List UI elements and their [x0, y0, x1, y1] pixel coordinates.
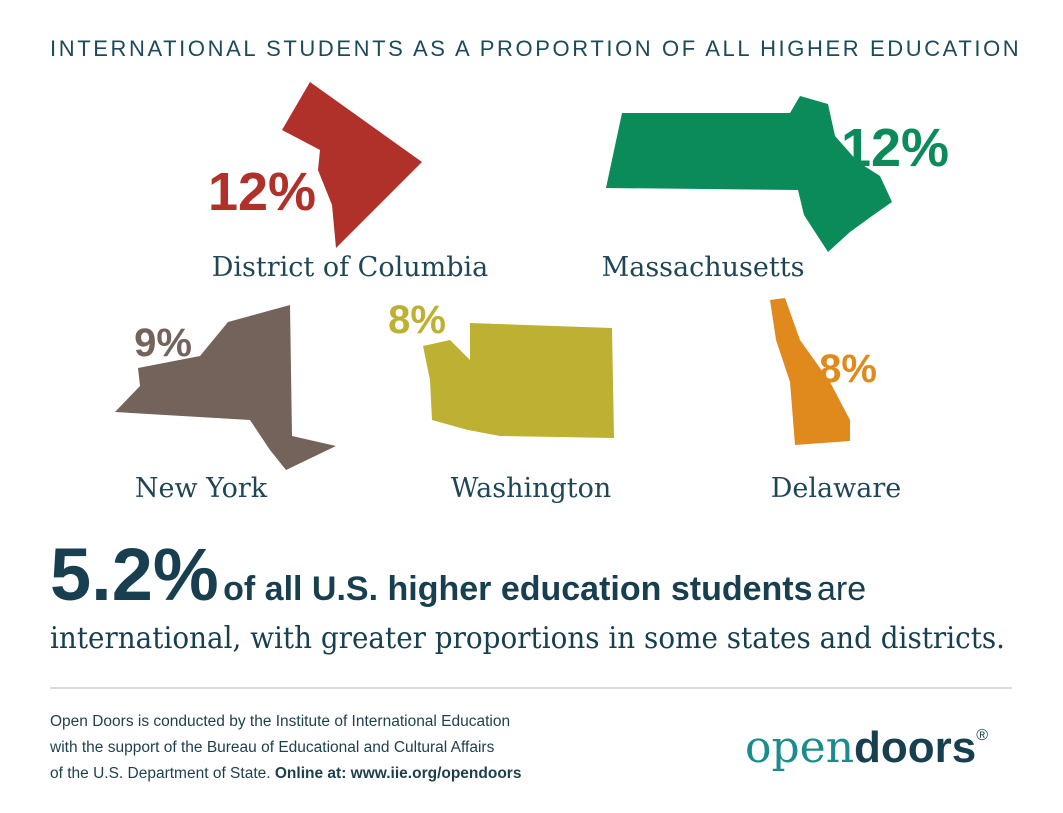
headline-regular: are: [817, 570, 866, 608]
state-percent: 12%: [841, 118, 949, 178]
state-shape: [606, 96, 892, 252]
state-percent: 8%: [388, 298, 446, 342]
state-name: Massachusetts: [602, 252, 805, 283]
state-name: District of Columbia: [212, 252, 488, 283]
footer-line: with the support of the Bureau of Educat…: [49, 739, 495, 756]
state-percent: 8%: [819, 347, 877, 391]
footer-line: of the U.S. Department of State. Online …: [50, 765, 521, 782]
footer-text: of the U.S. Department of State.: [50, 765, 271, 782]
headline: 5.2% of all U.S. higher education studen…: [50, 533, 866, 616]
headline-figure: 5.2%: [50, 533, 219, 616]
state-shape: [770, 298, 850, 445]
state-shape: [423, 323, 614, 438]
state-name: Washington: [451, 473, 612, 504]
logo-mark: ®: [976, 727, 988, 744]
footer-line: Open Doors is conducted by the Institute…: [50, 713, 510, 730]
logo: opendoors®: [745, 722, 988, 773]
headline-bold: of all U.S. higher education students: [223, 570, 812, 608]
logo-doors: doors: [854, 723, 976, 772]
state-shape: [282, 82, 422, 248]
footer-link[interactable]: Online at: www.iie.org/opendoors: [275, 765, 522, 782]
logo-open: open: [745, 722, 854, 773]
state-percent: 9%: [134, 321, 192, 365]
state-name: Delaware: [771, 473, 901, 504]
headline-line2: international, with greater proportions …: [50, 621, 1005, 656]
title: INTERNATIONAL STUDENTS AS A PROPORTION O…: [50, 36, 1021, 61]
state-percent: 12%: [208, 162, 316, 222]
state-shape: [115, 305, 336, 470]
state-name: New York: [135, 473, 268, 504]
